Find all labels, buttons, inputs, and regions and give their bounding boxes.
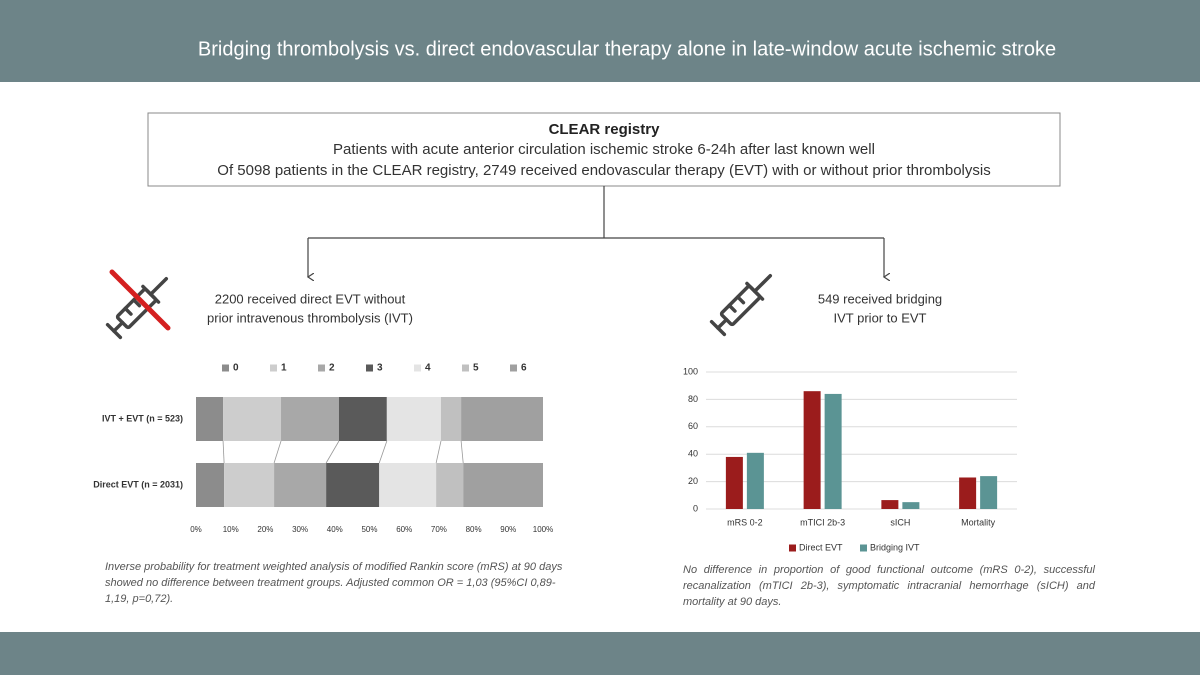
x-tick-label: 30% [292,525,308,534]
legend-label: 3 [377,363,383,374]
category-label: Direct EVT (n = 2031) [93,479,183,489]
legend-swatch [789,544,796,552]
y-tick-label: 60 [688,421,698,431]
category-label: IVT + EVT (n = 523) [102,413,183,423]
legend-swatch [414,364,421,372]
bar [824,393,842,509]
note: No difference in proportion of good func… [683,564,1095,608]
bar-segment [326,463,380,507]
connector [378,440,388,464]
y-tick-label: 0 [693,503,698,513]
bar-segment [224,463,275,507]
bar-segment [196,463,225,507]
y-tick-label: 80 [688,394,698,404]
x-tick-label: Mortality [961,517,996,527]
registry-title: CLEAR registry [549,121,661,138]
arm-label: prior intravenous thrombolysis (IVT) [207,310,413,325]
legend-label: Bridging IVT [870,542,920,552]
x-tick-label: 10% [223,525,239,534]
x-tick-label: mTICI 2b-3 [800,517,845,527]
footer-bar [0,632,1200,675]
bar-segment [463,463,543,507]
arm-label: IVT prior to EVT [834,310,927,325]
legend-swatch [222,364,229,372]
bar [980,476,998,509]
legend-swatch [510,364,517,372]
arm-label: 2200 received direct EVT without [215,291,406,306]
connector [435,440,442,464]
y-tick-label: 100 [683,366,698,376]
x-tick-label: 90% [500,525,516,534]
connector [273,440,282,464]
cross-icon [109,269,171,331]
x-tick-label: 80% [466,525,482,534]
registry-line: Patients with acute anterior circulation… [333,141,875,158]
page-title: Bridging thrombolysis vs. direct endovas… [198,38,1056,60]
bar [803,391,821,509]
x-tick-label: 70% [431,525,447,534]
legend-label: 5 [473,363,479,374]
bar [902,502,920,509]
connector [222,440,225,464]
bar-segment [436,463,464,507]
connector [325,440,340,464]
legend-swatch [270,364,277,372]
x-tick-label: 50% [361,525,377,534]
legend-label: 6 [521,363,527,374]
legend-label: Direct EVT [799,542,843,552]
bar-segment [274,463,327,507]
x-tick-label: 0% [190,525,202,534]
bar [746,452,764,509]
y-tick-label: 20 [688,476,698,486]
bar-segment [386,397,441,441]
bar-segment [440,397,462,441]
legend-label: 2 [329,363,335,374]
x-tick-label: sICH [890,517,910,527]
note: Inverse probability for treatment weight… [105,561,563,605]
bar [881,500,899,509]
flow-lines [308,186,884,277]
x-tick-label: 40% [327,525,343,534]
legend-swatch [462,364,469,372]
bar-segment [223,397,282,441]
x-tick-label: mRS 0-2 [727,517,763,527]
syringe-icon [709,273,773,337]
legend-label: 1 [281,363,287,374]
bar-segment [196,397,224,441]
x-tick-label: 100% [533,525,553,534]
legend-swatch [318,364,325,372]
legend-swatch [366,364,373,372]
legend-label: 4 [425,363,431,374]
legend-label: 0 [233,363,239,374]
arm-label: 549 received bridging [818,291,942,306]
bar-segment [379,463,437,507]
registry-box [147,112,1061,187]
bar-segment [338,397,387,441]
legend-swatch [860,544,867,552]
bar [959,477,977,509]
bar [725,456,743,509]
y-tick-label: 40 [688,449,698,459]
x-tick-label: 60% [396,525,412,534]
registry-line: Of 5098 patients in the CLEAR registry, … [217,162,990,179]
header-bar [0,0,1200,82]
bar-segment [461,397,543,441]
x-tick-label: 20% [257,525,273,534]
syringe-icon [105,276,169,340]
bar-segment [281,397,339,441]
connector [460,440,464,464]
